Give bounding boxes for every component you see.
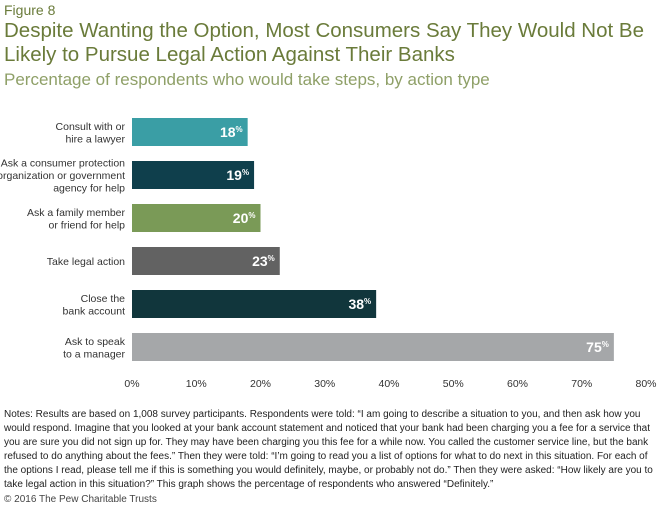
chart-subtitle: Percentage of respondents who would take… bbox=[4, 70, 490, 89]
value-label-3: 23% bbox=[252, 253, 275, 269]
x-tick-0: 0% bbox=[124, 378, 139, 389]
value-label-1: 19% bbox=[226, 167, 249, 183]
x-tick-20: 20% bbox=[250, 378, 271, 389]
x-tick-80: 80% bbox=[635, 378, 656, 389]
category-label-4: Close the bank account bbox=[63, 293, 126, 318]
category-labels: Consult with or hire a lawyer Ask a consum… bbox=[0, 121, 126, 361]
value-label-4: 38% bbox=[348, 296, 371, 312]
bar-chart: Consult with or hire a lawyer Ask a consum… bbox=[0, 118, 657, 389]
value-label-5: 75% bbox=[586, 339, 609, 355]
category-label-3: Take legal action bbox=[47, 256, 125, 268]
value-label-0: 18% bbox=[220, 124, 243, 140]
bar-0 bbox=[132, 118, 248, 146]
bar-4 bbox=[132, 290, 377, 318]
category-label-0: Consult with or hire a lawyer bbox=[56, 121, 126, 146]
figure-label: Figure 8 bbox=[4, 2, 56, 18]
x-tick-50: 50% bbox=[443, 378, 464, 389]
x-tick-10: 10% bbox=[186, 378, 207, 389]
bars bbox=[132, 118, 614, 361]
bar-2 bbox=[132, 204, 261, 232]
category-label-5: Ask to speak to a manager bbox=[63, 336, 126, 361]
bar-1 bbox=[132, 161, 255, 189]
bar-5 bbox=[132, 333, 614, 361]
value-label-2: 20% bbox=[233, 210, 256, 226]
bar-3 bbox=[132, 247, 280, 275]
category-label-1: Ask a consumer protection organization or… bbox=[0, 158, 125, 195]
x-tick-30: 30% bbox=[314, 378, 335, 389]
chart-notes: Notes: Results are based on 1,008 survey… bbox=[4, 409, 653, 490]
x-tick-70: 70% bbox=[571, 378, 592, 389]
copyright: © 2016 The Pew Charitable Trusts bbox=[4, 494, 157, 505]
x-axis-ticks: 0% 10% 20% 30% 40% 50% 60% 70% 80% bbox=[124, 378, 656, 389]
x-tick-40: 40% bbox=[378, 378, 399, 389]
chart-title: Despite Wanting the Option, Most Consume… bbox=[4, 19, 644, 66]
x-tick-60: 60% bbox=[507, 378, 528, 389]
bar-value-labels: 18% 19% 20% 23% 38% 75% bbox=[220, 124, 609, 355]
category-label-2: Ask a family member or friend for help bbox=[27, 207, 126, 232]
